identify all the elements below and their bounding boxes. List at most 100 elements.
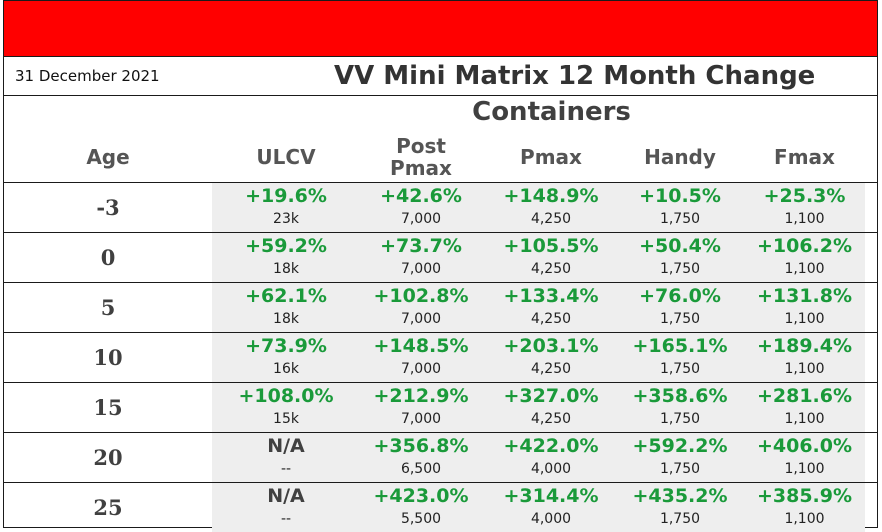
age-cell: -3 bbox=[96, 195, 120, 220]
change-percent: +203.1% bbox=[503, 335, 599, 357]
vessel-size: 16k bbox=[273, 361, 299, 377]
cell-post-pmax: +148.5% 7,000 bbox=[356, 333, 486, 382]
cell-handy: +50.4% 1,750 bbox=[616, 233, 744, 282]
vessel-size: 1,750 bbox=[659, 311, 701, 327]
table-row: 5 +62.1% 18k +102.8% 7,000 +133.4% 4,250 +76.0%… bbox=[4, 282, 877, 332]
cell-handy: +358.6% 1,750 bbox=[616, 383, 744, 432]
change-percent: +422.0% bbox=[503, 435, 599, 457]
section-subtitle: Containers bbox=[472, 97, 631, 127]
cell-fmax: +106.2% 1,100 bbox=[744, 233, 865, 282]
change-percent: +105.5% bbox=[503, 235, 599, 257]
vessel-size: 4,000 bbox=[530, 511, 572, 527]
vessel-size: 7,000 bbox=[400, 361, 442, 377]
change-percent: +385.9% bbox=[756, 485, 853, 507]
cell-fmax: +131.8% 1,100 bbox=[744, 283, 865, 332]
column-header-age: Age bbox=[86, 145, 130, 169]
vessel-size: 4,000 bbox=[530, 461, 572, 477]
vessel-size: 4,250 bbox=[530, 361, 572, 377]
change-percent: +73.7% bbox=[380, 235, 462, 257]
cell-pmax: +422.0% 4,000 bbox=[486, 433, 616, 482]
cell-ulcv: +19.6% 23k bbox=[216, 183, 356, 232]
change-percent: +281.6% bbox=[756, 385, 853, 407]
vessel-size: 5,500 bbox=[400, 511, 442, 527]
change-percent: +356.8% bbox=[373, 435, 469, 457]
vessel-size: 7,000 bbox=[400, 311, 442, 327]
vessel-size: 1,750 bbox=[659, 211, 701, 227]
column-header-post-pmax: Post Pmax bbox=[390, 134, 452, 180]
cell-handy: +10.5% 1,750 bbox=[616, 183, 744, 232]
change-percent: +189.4% bbox=[756, 335, 853, 357]
vessel-size: -- bbox=[280, 461, 292, 477]
vessel-size: 1,100 bbox=[784, 211, 825, 227]
change-percent: +435.2% bbox=[632, 485, 728, 507]
vessel-size: 1,750 bbox=[659, 361, 701, 377]
cell-handy: +76.0% 1,750 bbox=[616, 283, 744, 332]
table-row: 20 N/A -- +356.8% 6,500 +422.0% 4,000 +592.2% 1,… bbox=[4, 432, 877, 482]
vessel-size: 7,000 bbox=[400, 261, 442, 277]
vessel-size: 4,250 bbox=[530, 261, 572, 277]
change-percent: +102.8% bbox=[373, 285, 469, 307]
cell-ulcv: N/A -- bbox=[216, 433, 356, 482]
cell-pmax: +314.4% 4,000 bbox=[486, 483, 616, 532]
row-shading bbox=[212, 433, 865, 482]
row-shading bbox=[212, 183, 865, 232]
cell-pmax: +327.0% 4,250 bbox=[486, 383, 616, 432]
row-shading bbox=[212, 333, 865, 382]
vessel-size: 1,100 bbox=[784, 411, 825, 427]
cell-ulcv: +59.2% 18k bbox=[216, 233, 356, 282]
table-row: 25 N/A -- +423.0% 5,500 +314.4% 4,000 +435.2% 1,… bbox=[4, 482, 877, 532]
vessel-size: 18k bbox=[273, 261, 299, 277]
vessel-size: 1,100 bbox=[784, 361, 825, 377]
vessel-size: 18k bbox=[273, 311, 299, 327]
cell-post-pmax: +356.8% 6,500 bbox=[356, 433, 486, 482]
vessel-size: 23k bbox=[273, 211, 299, 227]
change-percent: N/A bbox=[267, 485, 305, 507]
cell-post-pmax: +423.0% 5,500 bbox=[356, 483, 486, 532]
vessel-size: 7,000 bbox=[400, 411, 442, 427]
age-cell: 20 bbox=[93, 445, 123, 470]
cell-ulcv: +108.0% 15k bbox=[216, 383, 356, 432]
cell-post-pmax: +212.9% 7,000 bbox=[356, 383, 486, 432]
vessel-size: -- bbox=[280, 511, 292, 527]
report-date: 31 December 2021 bbox=[15, 67, 160, 85]
row-shading bbox=[212, 483, 865, 532]
page-title: VV Mini Matrix 12 Month Change bbox=[334, 61, 816, 91]
vessel-size: 6,500 bbox=[400, 461, 442, 477]
row-shading bbox=[212, 283, 865, 332]
change-percent: +406.0% bbox=[756, 435, 853, 457]
vessel-size: 1,750 bbox=[659, 511, 701, 527]
matrix-frame: 31 December 2021 VV Mini Matrix 12 Month… bbox=[3, 0, 878, 532]
cell-ulcv: +62.1% 18k bbox=[216, 283, 356, 332]
change-percent: +108.0% bbox=[238, 385, 334, 407]
change-percent: +42.6% bbox=[380, 185, 462, 207]
column-header-pmax: Pmax bbox=[520, 145, 582, 169]
table-row: 15 +108.0% 15k +212.9% 7,000 +327.0% 4,250 +358… bbox=[4, 382, 877, 432]
vessel-size: 7,000 bbox=[400, 211, 442, 227]
change-percent: +62.1% bbox=[245, 285, 327, 307]
vessel-size: 4,250 bbox=[530, 211, 572, 227]
column-header-handy: Handy bbox=[644, 145, 716, 169]
change-percent: +59.2% bbox=[245, 235, 327, 257]
cell-fmax: +281.6% 1,100 bbox=[744, 383, 865, 432]
cell-fmax: +189.4% 1,100 bbox=[744, 333, 865, 382]
cell-fmax: +25.3% 1,100 bbox=[744, 183, 865, 232]
cell-ulcv: N/A -- bbox=[216, 483, 356, 532]
cell-pmax: +148.9% 4,250 bbox=[486, 183, 616, 232]
cell-handy: +592.2% 1,750 bbox=[616, 433, 744, 482]
cell-pmax: +133.4% 4,250 bbox=[486, 283, 616, 332]
change-percent: +76.0% bbox=[639, 285, 721, 307]
cell-post-pmax: +42.6% 7,000 bbox=[356, 183, 486, 232]
title-row: 31 December 2021 VV Mini Matrix 12 Month… bbox=[4, 57, 877, 96]
age-cell: 5 bbox=[100, 295, 116, 320]
cell-handy: +435.2% 1,750 bbox=[616, 483, 744, 532]
change-percent: +25.3% bbox=[763, 185, 846, 207]
vessel-size: 1,100 bbox=[784, 261, 825, 277]
change-percent: +148.9% bbox=[503, 185, 599, 207]
cell-pmax: +105.5% 4,250 bbox=[486, 233, 616, 282]
change-percent: +50.4% bbox=[639, 235, 721, 257]
cell-fmax: +385.9% 1,100 bbox=[744, 483, 865, 532]
change-percent: +19.6% bbox=[245, 185, 327, 207]
age-cell: 10 bbox=[93, 345, 123, 370]
vessel-size: 1,100 bbox=[784, 461, 825, 477]
change-percent: +133.4% bbox=[503, 285, 599, 307]
